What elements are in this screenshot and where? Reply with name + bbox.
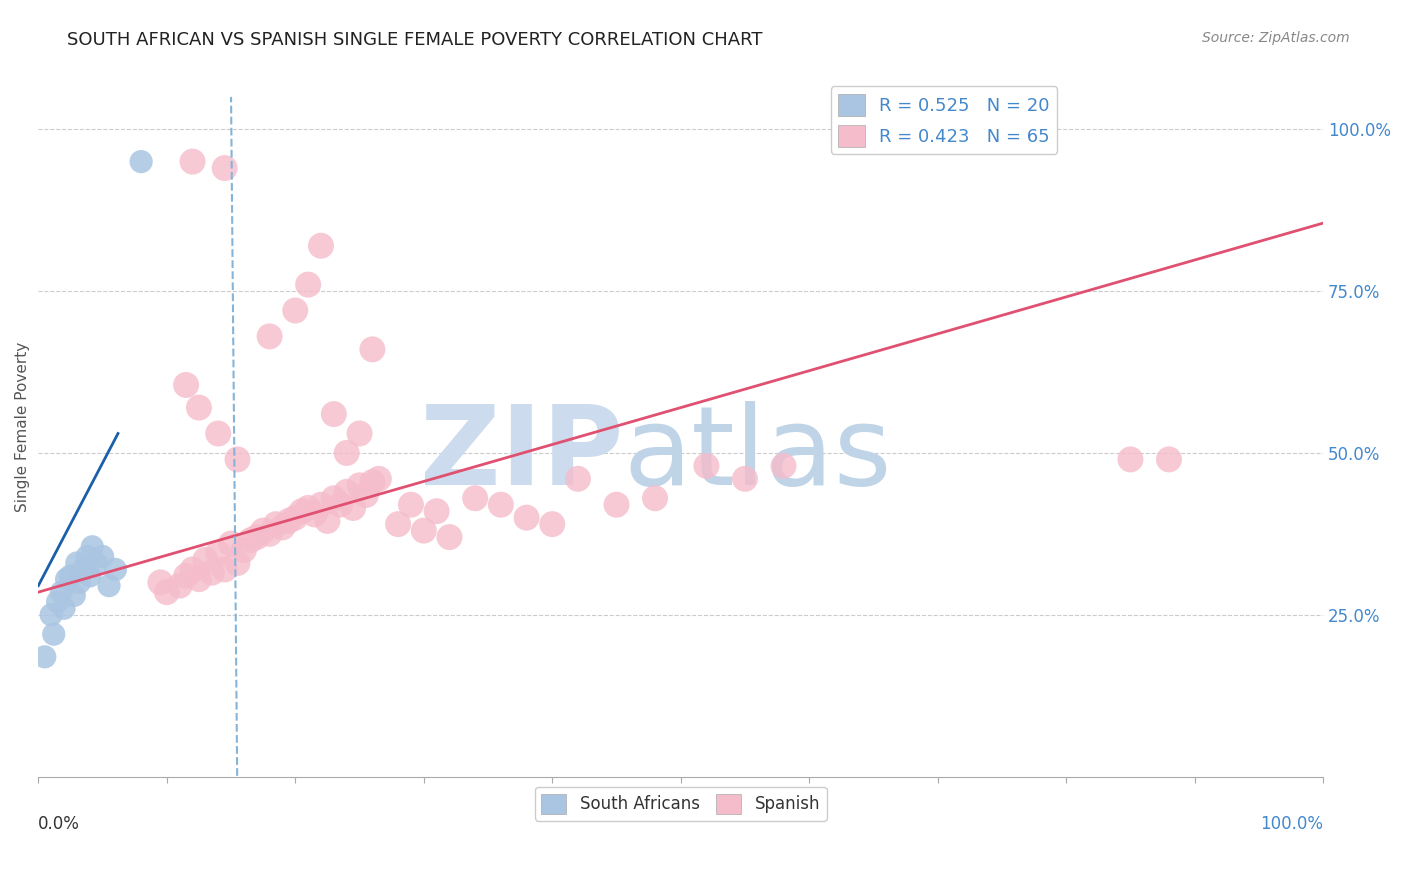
Text: 0.0%: 0.0% (38, 815, 80, 833)
Point (201, 566, 224, 580)
Point (336, 484, 359, 499)
Point (169, 579, 191, 593)
Point (76, 549, 98, 564)
Point (104, 562, 127, 576)
Point (464, 491, 486, 506)
Point (194, 553, 217, 567)
Point (297, 500, 319, 515)
Text: Source: ZipAtlas.com: Source: ZipAtlas.com (1202, 31, 1350, 45)
Point (297, 277, 319, 292)
Point (361, 475, 384, 489)
Point (226, 556, 249, 570)
Point (79, 569, 101, 583)
Point (349, 426, 371, 441)
Point (174, 569, 197, 583)
Point (1157, 452, 1180, 467)
Point (232, 543, 254, 558)
Point (354, 488, 377, 502)
Point (342, 500, 364, 515)
Point (181, 562, 204, 576)
Point (1119, 452, 1142, 467)
Point (426, 504, 449, 518)
Text: 100.0%: 100.0% (1260, 815, 1323, 833)
Point (516, 510, 538, 524)
Point (644, 491, 666, 506)
Point (181, 154, 204, 169)
Point (284, 303, 307, 318)
Point (291, 504, 314, 518)
Point (129, 154, 152, 169)
Point (264, 517, 287, 532)
Point (772, 458, 794, 473)
Point (277, 514, 299, 528)
Point (284, 510, 307, 524)
Point (387, 517, 409, 532)
Point (695, 458, 717, 473)
Point (329, 498, 352, 512)
Point (53, 601, 76, 615)
Point (219, 536, 242, 550)
Point (156, 585, 179, 599)
Point (39, 607, 62, 622)
Point (226, 452, 249, 467)
Point (149, 575, 172, 590)
Point (399, 498, 422, 512)
Point (46, 595, 69, 609)
Point (259, 329, 281, 343)
Point (361, 343, 384, 357)
Point (63, 588, 86, 602)
Point (42, 627, 65, 641)
Text: atlas: atlas (623, 401, 891, 508)
Point (72, 562, 94, 576)
Point (439, 530, 461, 544)
Point (349, 478, 371, 492)
Text: SOUTH AFRICAN VS SPANISH SINGLE FEMALE POVERTY CORRELATION CHART: SOUTH AFRICAN VS SPANISH SINGLE FEMALE P… (67, 31, 763, 49)
Point (367, 472, 389, 486)
Point (246, 530, 269, 544)
Point (239, 533, 262, 548)
Point (82, 540, 104, 554)
Point (336, 446, 359, 460)
Point (55, 572, 77, 586)
Point (316, 514, 339, 528)
Point (322, 407, 344, 421)
Point (59, 569, 82, 583)
Point (252, 524, 274, 538)
Point (187, 401, 209, 415)
Point (541, 517, 564, 532)
Point (412, 524, 434, 538)
Y-axis label: Single Female Poverty: Single Female Poverty (15, 342, 30, 512)
Point (69, 575, 91, 590)
Point (207, 426, 229, 441)
Point (309, 498, 332, 512)
Point (207, 546, 229, 560)
Point (489, 498, 512, 512)
Point (304, 508, 326, 522)
Point (259, 526, 281, 541)
Point (605, 498, 627, 512)
Point (309, 239, 332, 253)
Point (174, 378, 197, 392)
Point (214, 562, 236, 576)
Point (34, 649, 56, 664)
Point (322, 491, 344, 506)
Point (734, 472, 756, 486)
Point (84, 556, 107, 570)
Point (66, 556, 89, 570)
Point (214, 161, 236, 175)
Point (567, 472, 589, 486)
Point (187, 572, 209, 586)
Point (271, 520, 294, 534)
Point (51, 585, 73, 599)
Text: ZIP: ZIP (419, 401, 623, 508)
Legend: South Africans, Spanish: South Africans, Spanish (534, 787, 827, 821)
Point (98, 579, 121, 593)
Point (91, 549, 114, 564)
